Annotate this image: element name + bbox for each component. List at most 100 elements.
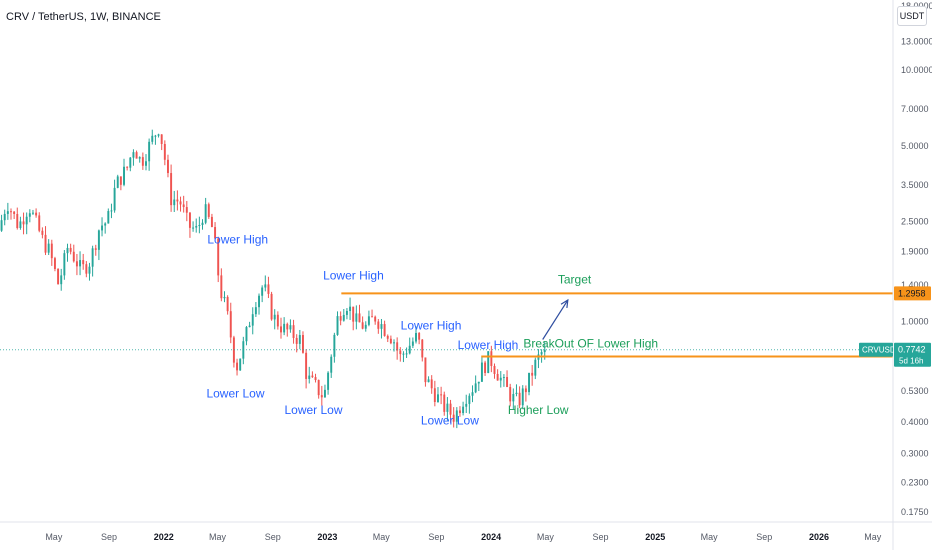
candle-body <box>298 335 301 344</box>
candle-body <box>320 395 323 398</box>
candle-body <box>82 260 85 265</box>
candle-body <box>521 388 524 406</box>
candle-body <box>160 134 163 144</box>
time-tick-label: Sep <box>265 532 281 542</box>
candle-body <box>41 230 44 235</box>
candle-body <box>214 227 217 239</box>
candle-body <box>336 316 339 335</box>
candle-body <box>499 377 502 381</box>
candle-body <box>292 325 295 338</box>
candle-body <box>471 392 474 396</box>
annotation-label: Lower Low <box>421 414 479 428</box>
candle-body <box>317 380 320 396</box>
candle-body <box>148 141 151 162</box>
candle-body <box>135 152 138 159</box>
plot-layer <box>0 129 546 429</box>
candle-body <box>226 296 229 312</box>
candle-body <box>383 324 386 336</box>
candle-body <box>163 143 166 160</box>
time-tick-label: May <box>701 532 719 542</box>
candle-body <box>123 166 125 185</box>
candle-body <box>182 204 185 208</box>
candle-body <box>305 352 308 379</box>
candle-body <box>465 403 468 407</box>
candle-body <box>474 383 477 393</box>
candle-body <box>107 211 110 224</box>
candle-body <box>170 173 173 206</box>
price-tick-label: 2.5000 <box>901 217 929 227</box>
candle-body <box>185 207 188 213</box>
time-tick-label: May <box>537 532 555 542</box>
candle-body <box>154 135 157 137</box>
price-tick-label: 0.3000 <box>901 448 929 458</box>
candle-body <box>506 377 509 387</box>
price-tick-label: 0.2300 <box>901 477 929 487</box>
candle-body <box>101 225 104 231</box>
candle-body <box>66 247 69 254</box>
candle-body <box>389 338 392 344</box>
price-tick-label: 13.0000 <box>901 36 932 46</box>
candle-body <box>396 342 399 351</box>
candle-body <box>79 260 82 267</box>
candle-body <box>477 381 480 384</box>
candle-body <box>352 306 355 322</box>
candle-body <box>210 216 213 228</box>
candle-body <box>408 345 411 354</box>
candle-body <box>254 307 257 315</box>
time-tick-label: May <box>373 532 391 542</box>
level-price-badge <box>894 286 931 301</box>
candle-body <box>104 223 107 226</box>
candle-body <box>248 325 251 328</box>
candle-body <box>19 221 22 229</box>
candle-body <box>207 204 210 217</box>
candle-body <box>349 306 352 312</box>
candle-body <box>345 311 348 315</box>
candle-body <box>512 394 515 402</box>
candle-body <box>141 157 144 166</box>
time-tick-label: 2022 <box>154 532 174 542</box>
candle-body <box>10 211 12 213</box>
candle-body <box>97 230 100 250</box>
candle-body <box>484 362 487 373</box>
candle-body <box>433 388 436 402</box>
candle-body <box>0 220 3 231</box>
price-tick-label: 1.9000 <box>901 247 929 257</box>
candle-body <box>75 261 78 267</box>
candle-body <box>173 199 176 206</box>
time-tick-label: 2023 <box>317 532 337 542</box>
candle-body <box>421 339 424 358</box>
currency-button[interactable]: USDT <box>897 6 927 26</box>
candle-body <box>110 210 113 212</box>
candle-body <box>377 321 380 329</box>
candle-body <box>411 341 414 346</box>
candle-body <box>50 243 53 259</box>
time-tick-label: Sep <box>428 532 444 542</box>
price-tick-label: 1.4000 <box>901 280 929 290</box>
candle-body <box>267 284 270 294</box>
candle-body <box>223 296 226 299</box>
annotation-label: Higher Low <box>508 403 569 417</box>
candle-body <box>119 176 122 185</box>
candle-body <box>251 314 254 326</box>
candle-body <box>16 213 19 229</box>
time-tick-label: May <box>864 532 882 542</box>
candle-body <box>364 324 367 329</box>
annotation-label: Lower High <box>207 232 268 246</box>
candle-body <box>60 275 63 285</box>
annotation-label: Lower High <box>323 269 384 283</box>
candle-body <box>94 248 97 250</box>
candle-body <box>455 410 458 422</box>
candle-body <box>462 406 465 414</box>
candle-body <box>283 323 286 333</box>
candle-body <box>188 212 191 228</box>
candle-body <box>502 377 505 379</box>
candle-body <box>371 316 374 318</box>
candle-body <box>13 211 16 214</box>
candle-body <box>415 333 417 342</box>
time-tick-label: Sep <box>593 532 609 542</box>
candle-body <box>3 213 6 221</box>
candle-body <box>355 313 358 322</box>
price-tick-label: 0.5300 <box>901 386 929 396</box>
